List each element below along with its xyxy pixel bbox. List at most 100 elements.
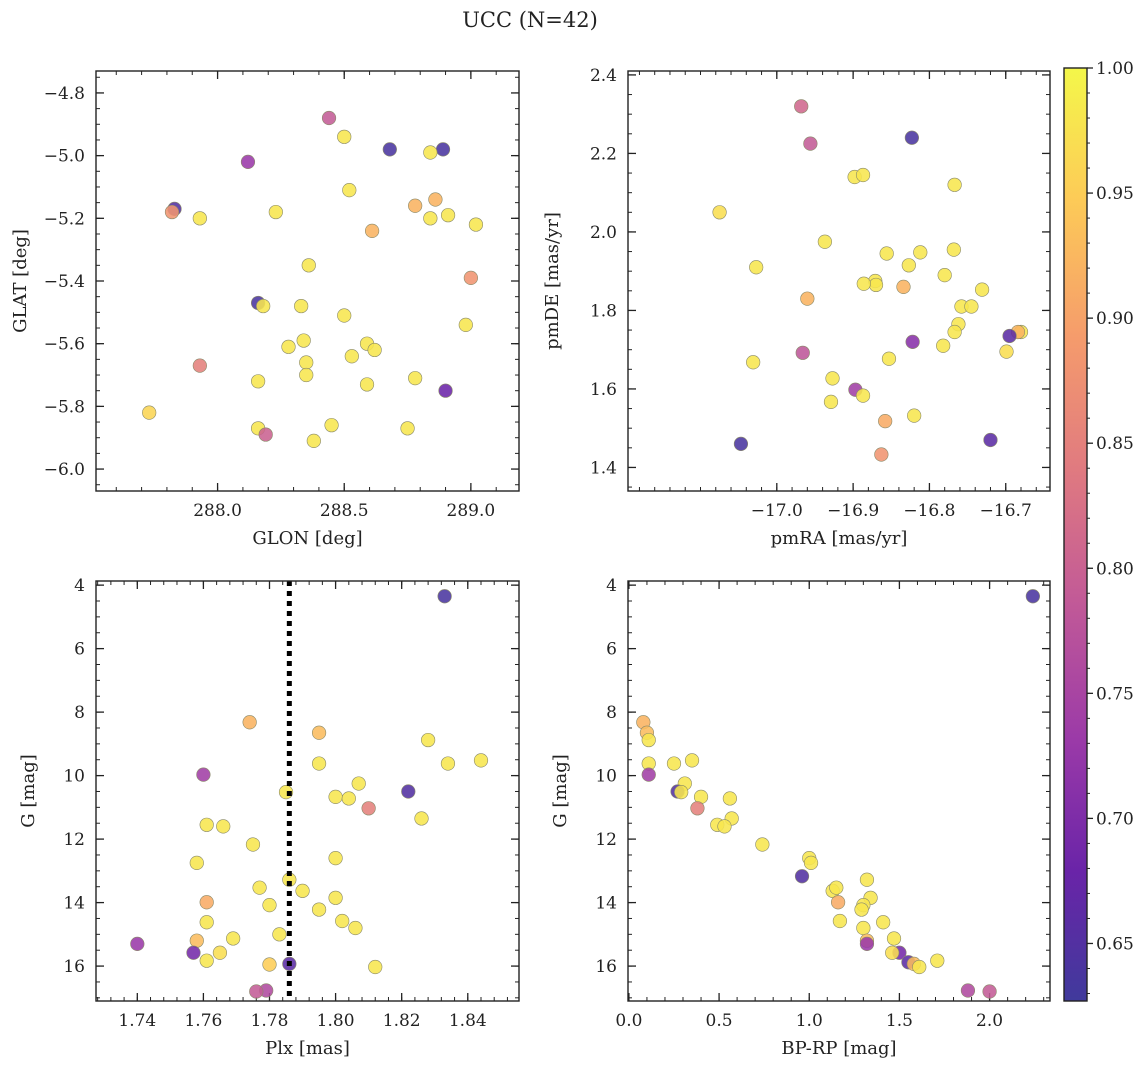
data-point (886, 931, 902, 946)
data-point (722, 791, 737, 806)
x-axis-label: pmRA [mas/yr] (771, 528, 908, 549)
data-point (337, 129, 352, 144)
data-point (800, 291, 815, 306)
data-point (437, 589, 452, 604)
colorbar-tick-label: 1.00 (1096, 59, 1134, 79)
y-tick-label: 2.4 (590, 66, 617, 86)
data-point (216, 819, 231, 834)
data-point (825, 371, 840, 386)
data-point (408, 371, 423, 386)
data-point (130, 936, 145, 951)
data-point (337, 308, 352, 323)
data-point (400, 421, 415, 436)
data-point (249, 984, 264, 999)
data-point (423, 145, 438, 160)
data-point (999, 344, 1014, 359)
data-point (382, 142, 397, 157)
data-point (364, 223, 380, 238)
y-tick-label: 1.4 (590, 458, 617, 478)
data-point (896, 279, 911, 294)
data-point (294, 298, 309, 314)
data-point (856, 920, 871, 936)
data-point (351, 776, 366, 791)
data-point (258, 427, 273, 442)
colorbar-tick-label: 0.75 (1096, 684, 1134, 704)
colorbar-tick-label: 0.65 (1096, 934, 1134, 954)
data-point (823, 394, 839, 409)
data-point (878, 414, 893, 429)
data-point (328, 789, 343, 804)
panel-pmra-pmde: −17.0 −16.9 −16.8 −16.7 1.4 1.6 1.8 2.0 2.2 2.4 pm… (542, 66, 1051, 549)
data-point (859, 936, 875, 951)
data-point (341, 791, 356, 806)
y-tick-label: 8 (606, 703, 617, 723)
data-point (868, 277, 884, 293)
x-tick-label: −17.0 (751, 501, 803, 521)
data-point (855, 167, 871, 183)
data-point (245, 837, 261, 852)
data-point (414, 811, 429, 826)
x-tick-label: 1.80 (317, 1011, 355, 1031)
y-axis-label: pmDE [mas/yr] (542, 212, 563, 350)
data-point (440, 208, 456, 223)
data-point (803, 855, 819, 871)
data-point (240, 154, 256, 169)
data-point (1002, 328, 1017, 344)
x-tick-label: 1.84 (449, 1011, 487, 1031)
data-point (1025, 589, 1040, 604)
data-point (199, 915, 214, 930)
colorbar-tick-label: 0.80 (1096, 559, 1134, 579)
data-point (268, 204, 283, 220)
data-point (423, 211, 438, 226)
data-point (252, 880, 267, 895)
data-point (666, 756, 682, 771)
data-point (832, 913, 848, 929)
data-point (755, 837, 770, 852)
y-tick-label: 4 (74, 576, 85, 596)
data-point (344, 349, 359, 364)
data-point (242, 715, 257, 730)
data-point (876, 915, 891, 930)
axes-frame (95, 580, 520, 1002)
data-point (881, 351, 897, 366)
x-axis-label: Plx [mas] (265, 1038, 350, 1059)
data-point (874, 447, 889, 462)
x-tick-label: 1.82 (383, 1011, 421, 1031)
y-axis-label: G [mag] (550, 754, 571, 827)
x-tick-label: 289.0 (447, 501, 496, 521)
y-tick-label: −4.8 (44, 84, 85, 104)
x-axis-label: BP-RP [mag] (781, 1038, 896, 1059)
data-point (142, 405, 157, 420)
data-point (974, 282, 990, 297)
data-point (192, 358, 207, 373)
data-point (281, 339, 296, 354)
x-tick-label: 1.5 (886, 1011, 913, 1031)
data-point (904, 130, 919, 145)
y-tick-label: 1.8 (590, 301, 617, 321)
y-tick-label: −5.8 (44, 397, 85, 417)
colorbar-tick-label: 0.85 (1096, 434, 1134, 454)
panel-plx-g: 1.74 1.76 1.78 1.80 1.82 1.84 4 6 8 10 12 14 16 Plx [… (18, 576, 520, 1059)
data-point (830, 895, 846, 910)
data-point (982, 984, 997, 999)
panel-glon-glat: 288.0 288.5 289.0 −4.8 −5.0 −5.2 −5.4 −5.6 −5.8 −… (10, 70, 520, 549)
data-point (401, 784, 416, 799)
data-point (367, 342, 382, 358)
y-tick-label: 2.2 (590, 144, 617, 164)
y-tick-label: 14 (595, 894, 617, 914)
data-point (855, 388, 871, 403)
y-tick-label: −5.2 (44, 209, 85, 229)
y-tick-label: −5.6 (44, 335, 85, 355)
data-point (306, 433, 321, 448)
y-tick-label: −5.4 (44, 272, 85, 292)
data-point (856, 276, 871, 291)
axes-frame (95, 70, 520, 492)
data-point (458, 317, 473, 332)
data-point (272, 927, 287, 942)
data-point (199, 895, 214, 910)
x-tick-label: 1.0 (796, 1011, 823, 1031)
data-point (321, 110, 337, 126)
data-point (946, 242, 961, 257)
data-point (328, 851, 343, 866)
